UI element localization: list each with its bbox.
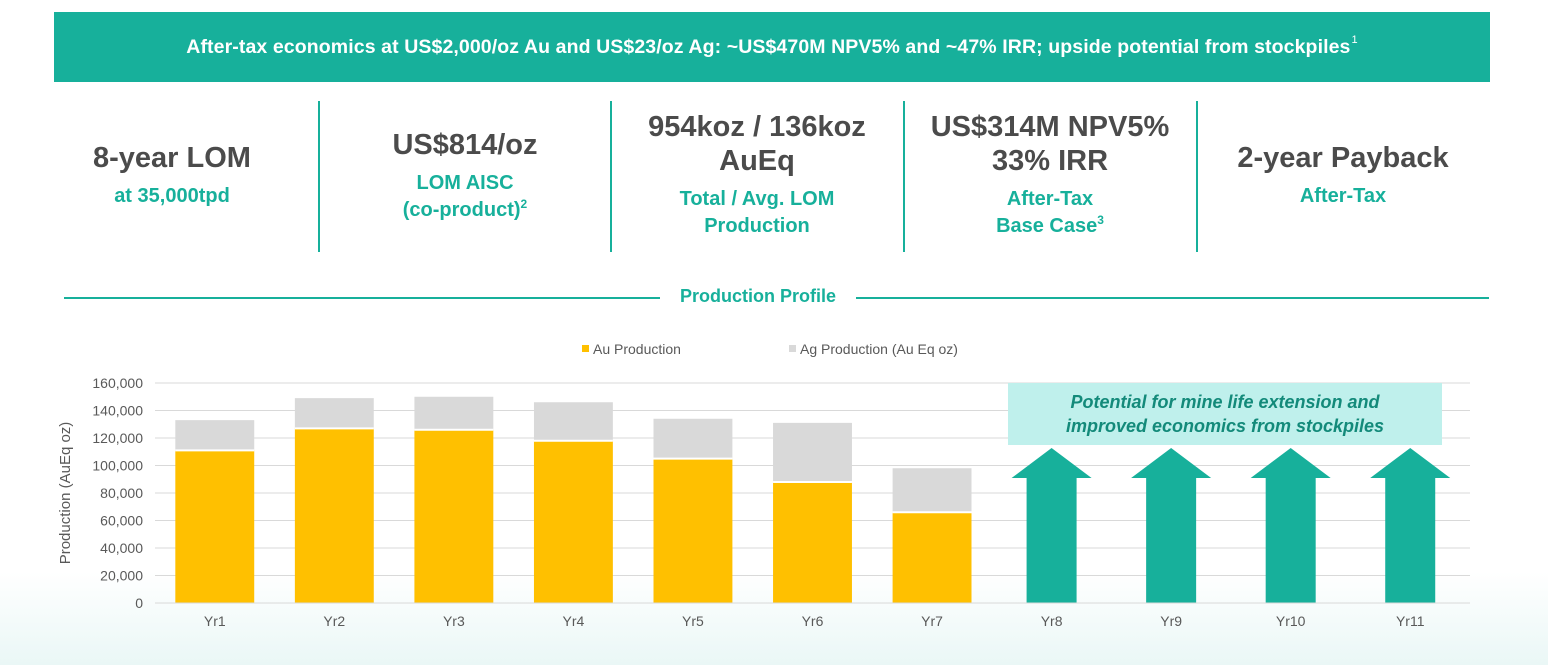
x-tick-label: Yr11 — [1396, 613, 1425, 629]
x-tick-label: Yr4 — [563, 613, 585, 629]
y-tick-label: 120,000 — [92, 430, 143, 446]
stat-aisc-value: US$814/oz — [392, 129, 538, 161]
callout-line-2: improved economics from stockpiles — [1065, 416, 1385, 436]
headline-banner: After-tax economics at US$2,000/oz Au an… — [54, 12, 1490, 82]
bar-ag-production — [533, 402, 613, 441]
section-title: Production Profile — [660, 286, 856, 307]
stat-payback-value: 2-year Payback — [1237, 142, 1449, 174]
x-tick-label: Yr9 — [1160, 613, 1182, 629]
legend-swatch — [789, 345, 796, 352]
upside-arrow-icon — [1370, 448, 1451, 603]
bar-ag-production — [414, 396, 494, 430]
x-tick-label: Yr2 — [323, 613, 345, 629]
bar-ag-production — [892, 468, 972, 513]
stat-npv-label-2-text: Base Case — [996, 215, 1098, 237]
x-tick-label: Yr1 — [204, 613, 226, 629]
y-tick-label: 80,000 — [100, 485, 143, 501]
bar-au-production — [773, 482, 852, 603]
bar-au-production — [533, 440, 613, 603]
bar-ag-production — [294, 398, 374, 429]
stat-production-label-2: Production — [704, 215, 810, 237]
x-tick-label: Yr3 — [443, 613, 465, 629]
stat-aisc-label-2-text: (co-product) — [402, 199, 521, 221]
upside-arrow-icon — [1131, 448, 1212, 603]
bar-ag-production — [653, 418, 733, 459]
stat-npv-label-2: Base Case3 — [905, 213, 1195, 242]
stat-aisc: US$814/oz LOM AISC (co-product)2 — [320, 100, 610, 252]
banner-footnote: 1 — [1351, 34, 1358, 46]
y-tick-label: 20,000 — [100, 568, 143, 584]
stat-production-value-2: AuEq — [719, 145, 795, 177]
stat-aisc-label-1: LOM AISC — [416, 172, 514, 194]
x-tick-label: Yr6 — [802, 613, 824, 629]
stat-production: 954koz / 136koz AuEq Total / Avg. LOM Pr… — [612, 100, 902, 252]
x-tick-label: Yr7 — [921, 613, 943, 629]
y-tick-label: 0 — [135, 595, 143, 611]
stat-npv-label-1: After-Tax — [1006, 188, 1094, 210]
bar-au-production — [414, 429, 494, 603]
stat-npv-value-1: US$314M NPV5% — [930, 111, 1170, 143]
stat-divider — [318, 101, 320, 252]
y-axis-label: Production (AuEq oz) — [57, 422, 74, 565]
stat-npv-footnote: 3 — [1097, 213, 1104, 227]
stat-lom-label: at 35,000tpd — [114, 185, 230, 207]
upside-arrow-icon — [1250, 448, 1331, 603]
banner-text: After-tax economics at US$2,000/oz Au an… — [186, 35, 1351, 58]
stat-aisc-label-2: (co-product)2 — [320, 197, 610, 226]
legend-label: Ag Production (Au Eq oz) — [800, 341, 958, 357]
x-tick-label: Yr10 — [1276, 613, 1306, 629]
bar-ag-production — [773, 422, 852, 482]
x-tick-label: Yr8 — [1041, 613, 1063, 629]
y-tick-label: 40,000 — [100, 540, 143, 556]
bar-au-production — [175, 450, 255, 603]
bar-ag-production — [175, 420, 255, 451]
upside-callout: Potential for mine life extension and im… — [1008, 383, 1442, 445]
legend-swatch — [582, 345, 589, 352]
bar-au-production — [294, 428, 374, 603]
stat-aisc-footnote: 2 — [520, 197, 528, 211]
stat-payback: 2-year Payback After-Tax — [1198, 100, 1488, 252]
stat-npv-value-2: 33% IRR — [991, 145, 1109, 177]
stat-divider — [610, 101, 612, 252]
stat-lom-value: 8-year LOM — [93, 142, 251, 174]
y-tick-label: 160,000 — [92, 375, 143, 391]
stat-npv: US$314M NPV5% 33% IRR After-Tax Base Cas… — [905, 100, 1195, 252]
bar-au-production — [892, 512, 972, 603]
y-tick-label: 140,000 — [92, 403, 143, 419]
y-tick-label: 60,000 — [100, 513, 143, 529]
stat-production-value-1: 954koz / 136koz — [648, 111, 866, 143]
stat-production-label-1: Total / Avg. LOM — [679, 188, 835, 210]
stat-divider — [1196, 101, 1198, 252]
legend-label: Au Production — [593, 341, 681, 357]
stat-lom: 8-year LOM at 35,000tpd — [54, 100, 290, 252]
upside-arrow-icon — [1011, 448, 1092, 603]
stat-payback-label: After-Tax — [1299, 185, 1387, 207]
y-tick-label: 100,000 — [92, 458, 143, 474]
bar-au-production — [653, 458, 733, 603]
x-tick-label: Yr5 — [682, 613, 704, 629]
stat-divider — [903, 101, 905, 252]
callout-line-1: Potential for mine life extension and — [1070, 392, 1380, 412]
